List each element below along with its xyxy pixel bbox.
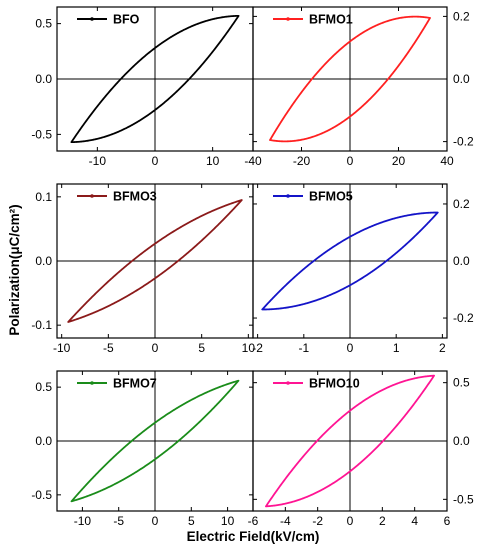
x-tick-label: -2 bbox=[252, 341, 263, 355]
x-tick-label: 2 bbox=[439, 341, 446, 355]
legend-label: BFO bbox=[113, 13, 140, 27]
x-tick-label: 5 bbox=[198, 341, 205, 355]
y-tick-label: 0.0 bbox=[35, 254, 52, 268]
panel-bfmo5: -2 -1 0 1 2 -0.2 0.0 0.2 BFMO5 bbox=[252, 183, 474, 355]
chart-panels: -10 0 10-0.50.00.5 BFO-40 -20 0 20 40-0.20.00.2… bbox=[31, 6, 474, 528]
x-tick-label: -40 bbox=[244, 154, 262, 168]
legend-label: BFMO5 bbox=[309, 190, 353, 204]
legend-label: BFMO7 bbox=[113, 377, 157, 391]
x-tick-label: 10 bbox=[221, 514, 235, 528]
legend-marker bbox=[286, 381, 290, 385]
y-tick-label: 0.5 bbox=[35, 17, 52, 31]
x-tick-label: 2 bbox=[379, 514, 386, 528]
legend-label: BFMO10 bbox=[309, 377, 360, 391]
x-tick-label: -4 bbox=[280, 514, 291, 528]
x-tick-label: -10 bbox=[53, 341, 71, 355]
y-tick-label: 0.5 bbox=[35, 380, 52, 394]
x-tick-label: 10 bbox=[206, 154, 220, 168]
legend-label: BFMO3 bbox=[113, 190, 157, 204]
y-tick-label: -0.1 bbox=[31, 318, 52, 332]
y-tick-label: -0.5 bbox=[453, 492, 474, 506]
x-tick-label: -2 bbox=[312, 514, 323, 528]
x-tick-label: -10 bbox=[89, 154, 107, 168]
panel-bfo: -10 0 10 -0.5 0.0 0.5 BFO bbox=[31, 6, 254, 168]
x-tick-label: -20 bbox=[293, 154, 311, 168]
x-tick-label: 0 bbox=[152, 341, 159, 355]
x-tick-label: 40 bbox=[440, 154, 454, 168]
x-tick-label: 10 bbox=[242, 341, 256, 355]
hysteresis-loop bbox=[261, 211, 439, 311]
x-tick-label: 4 bbox=[411, 514, 418, 528]
x-tick-label: -1 bbox=[298, 341, 309, 355]
hysteresis-loop bbox=[265, 374, 435, 508]
x-tick-label: 6 bbox=[444, 514, 451, 528]
y-tick-label: -0.5 bbox=[31, 127, 52, 141]
hysteresis-loop bbox=[70, 379, 240, 503]
panel-bfmo10: -6 -4 -2 0 2 4 6-0.5 0.0 0.5 BFMO10 bbox=[248, 370, 474, 528]
legend-label: BFMO1 bbox=[309, 13, 353, 27]
y-tick-label: 0.5 bbox=[453, 376, 470, 390]
y-tick-label: 0.0 bbox=[453, 72, 470, 86]
y-tick-label: 0.0 bbox=[453, 254, 470, 268]
y-tick-label: 0.2 bbox=[453, 9, 470, 23]
y-tick-label: 0.0 bbox=[453, 434, 470, 448]
x-tick-label: -6 bbox=[248, 514, 259, 528]
x-tick-label: 0 bbox=[152, 514, 159, 528]
panel-bfmo7: -10 -5 0 5 10 -0.5 0.0 0.5 BFMO7 bbox=[31, 370, 254, 528]
x-tick-label: 1 bbox=[393, 341, 400, 355]
panel-bfmo3: -10 -5 0 5 10 -0.1 0.0 0.1 BFMO3 bbox=[31, 183, 256, 355]
x-tick-label: 0 bbox=[347, 341, 354, 355]
x-tick-label: 0 bbox=[347, 514, 354, 528]
legend-marker bbox=[90, 194, 94, 198]
x-tick-label: -5 bbox=[103, 341, 114, 355]
legend-marker bbox=[90, 17, 94, 21]
y-tick-label: -0.2 bbox=[453, 311, 474, 325]
x-tick-label: 0 bbox=[152, 154, 159, 168]
x-tick-label: -10 bbox=[74, 514, 92, 528]
legend-marker bbox=[286, 17, 290, 21]
x-tick-label: -5 bbox=[113, 514, 124, 528]
x-tick-label: 20 bbox=[392, 154, 406, 168]
y-tick-label: -0.2 bbox=[453, 135, 474, 149]
y-tick-label: 0.0 bbox=[35, 434, 52, 448]
y-tick-label: -0.5 bbox=[31, 488, 52, 502]
hysteresis-loop bbox=[70, 14, 240, 144]
y-tick-label: 0.1 bbox=[35, 190, 52, 204]
x-axis-title: Electric Field(kV/cm) bbox=[187, 529, 320, 544]
hysteresis-loop bbox=[67, 199, 243, 323]
legend-marker bbox=[90, 381, 94, 385]
y-tick-label: 0.2 bbox=[453, 197, 470, 211]
x-tick-label: 5 bbox=[188, 514, 195, 528]
y-tick-label: 0.0 bbox=[35, 72, 52, 86]
y-axis-title: Polarization(μC/cm²) bbox=[7, 204, 22, 335]
panel-bfmo1: -40 -20 0 20 40 -0.2 0.0 0.2 BFMO1 bbox=[244, 6, 474, 168]
legend-marker bbox=[286, 194, 290, 198]
hysteresis-loop bbox=[269, 15, 431, 143]
x-tick-label: 0 bbox=[347, 154, 354, 168]
